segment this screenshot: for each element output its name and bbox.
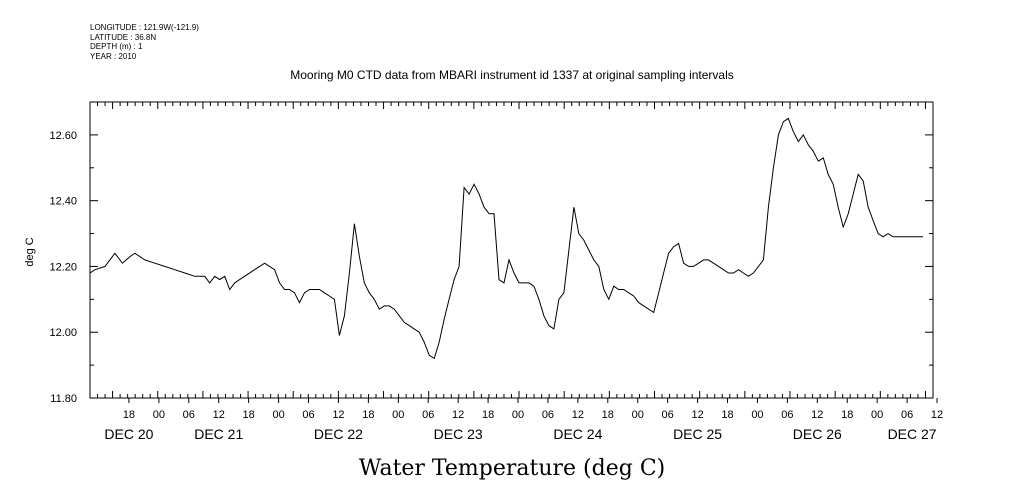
x-tick-label: 18 [602,409,614,421]
x-tick-label: 00 [392,409,404,421]
y-axis-label: deg C [24,237,36,266]
x-tick-label: 12 [452,409,464,421]
metadata-block: LONGITUDE : 121.9W(-121.9) LATITUDE : 36… [90,23,199,61]
x-tick-label: 06 [781,409,793,421]
x-tick-label: 06 [901,409,913,421]
y-tick-label: 11.80 [50,393,77,405]
y-tick-label: 12.20 [49,261,77,273]
x-day-label: DEC 27 [888,426,937,442]
x-tick-label: 00 [153,409,165,421]
x-day-label: DEC 25 [673,426,722,442]
x-tick-label: 06 [183,409,195,421]
x-day-label: DEC 21 [194,426,243,442]
latitude-label: LATITUDE : 36.8N [90,32,157,42]
x-tick-label: 18 [721,409,733,421]
year-label: YEAR : 2010 [90,51,137,61]
x-day-label: DEC 23 [434,426,483,442]
x-tick-label: 18 [482,409,494,421]
x-day-label: DEC 24 [553,426,602,442]
plot-frame [89,101,934,399]
x-day-label: DEC 26 [793,426,842,442]
x-day-label: DEC 20 [104,426,153,442]
x-tick-label: 18 [243,409,255,421]
depth-label: DEPTH (m) : 1 [90,42,143,51]
x-tick-label: 12 [213,409,225,421]
x-tick-label: 00 [751,409,763,421]
y-tick-label: 12.00 [49,327,77,339]
x-tick-label: 06 [662,409,674,421]
tick-group [89,102,938,403]
y-tick-label: 12.60 [49,130,77,142]
x-tick-label: 00 [871,409,883,421]
x-tick-label: 00 [632,409,644,421]
chart-title: Mooring M0 CTD data from MBARI instrumen… [290,68,734,82]
x-tick-label: 06 [302,409,314,421]
x-tick-label: 12 [811,409,823,421]
x-tick-label: 00 [512,409,524,421]
x-tick-label: 12 [931,409,943,421]
longitude-label: LONGITUDE : 121.9W(-121.9) [90,23,199,32]
x-tick-label: 06 [542,409,554,421]
x-axis-label: Water Temperature (deg C) [359,456,666,481]
x-tick-label: 18 [362,409,374,421]
x-tick-label: 06 [422,409,434,421]
label-group: 11.80 12.00 12.20 12.40 12.60 18 00 06 12 18 00 06 1… [49,130,943,442]
x-tick-label: 18 [123,409,135,421]
x-tick-label: 12 [332,409,344,421]
y-tick-label: 12.40 [49,196,77,208]
x-tick-label: 18 [841,409,853,421]
x-tick-label: 00 [272,409,284,421]
x-day-label: DEC 22 [314,426,363,442]
x-tick-label: 12 [572,409,584,421]
temperature-series-line [89,117,923,360]
x-tick-label: 12 [691,409,703,421]
